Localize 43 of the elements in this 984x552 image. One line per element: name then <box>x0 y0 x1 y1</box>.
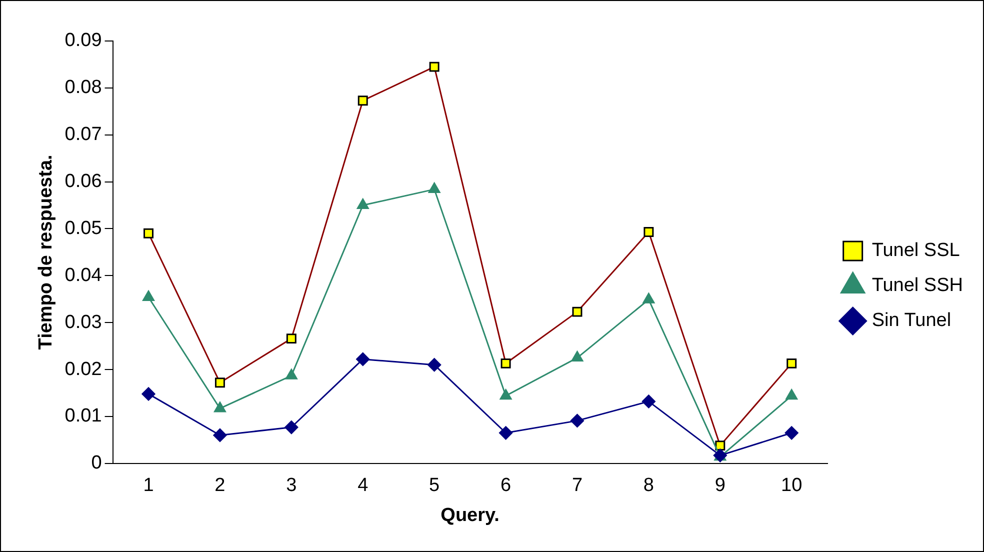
x-tick-label: 9 <box>714 475 726 496</box>
point <box>500 389 512 400</box>
point <box>428 182 440 194</box>
y-tick-label: 0.01 <box>64 406 102 427</box>
point <box>499 426 513 440</box>
y-tick-label: 0.06 <box>64 171 102 192</box>
y-tick-label: 0 <box>91 452 102 474</box>
x-tick-label: 7 <box>572 475 583 496</box>
legend-label: Tunel SSH <box>872 275 964 296</box>
legend-label: Tunel SSL <box>872 240 960 262</box>
point <box>284 420 298 434</box>
point <box>784 426 798 440</box>
point <box>214 402 226 412</box>
x-tick-label: 5 <box>429 475 440 496</box>
y-tick-label: 0.03 <box>64 312 102 333</box>
y-axis-title: Tiempo de respuesta. <box>36 154 57 350</box>
point <box>570 414 584 428</box>
point <box>428 358 442 372</box>
y-tick-label: 0.08 <box>64 77 102 98</box>
y-tick-label: 0.04 <box>64 264 102 286</box>
point <box>285 368 298 380</box>
x-tick-label: 1 <box>143 475 154 496</box>
point <box>786 389 798 400</box>
x-tick-label: 3 <box>286 475 297 496</box>
point <box>642 394 656 408</box>
x-tick-label: 8 <box>643 475 654 496</box>
point <box>142 290 154 302</box>
y-tick-label: 0.02 <box>64 358 102 380</box>
y-tick-label: 0.05 <box>64 218 102 239</box>
point <box>142 387 156 401</box>
point <box>642 292 655 304</box>
point <box>356 352 370 366</box>
point <box>571 351 584 362</box>
x-tick-label: 2 <box>214 475 226 496</box>
x-tick-label: 6 <box>500 475 512 496</box>
point <box>356 198 369 210</box>
legend-label: Sin Tunel <box>872 310 952 332</box>
x-tick-label: 4 <box>358 475 369 496</box>
y-tick-label: 0.09 <box>64 30 102 52</box>
point <box>213 428 227 442</box>
x-axis-title: Query. <box>440 504 500 526</box>
y-tick-label: 0.07 <box>64 124 102 146</box>
x-tick-label: 10 <box>781 475 802 496</box>
